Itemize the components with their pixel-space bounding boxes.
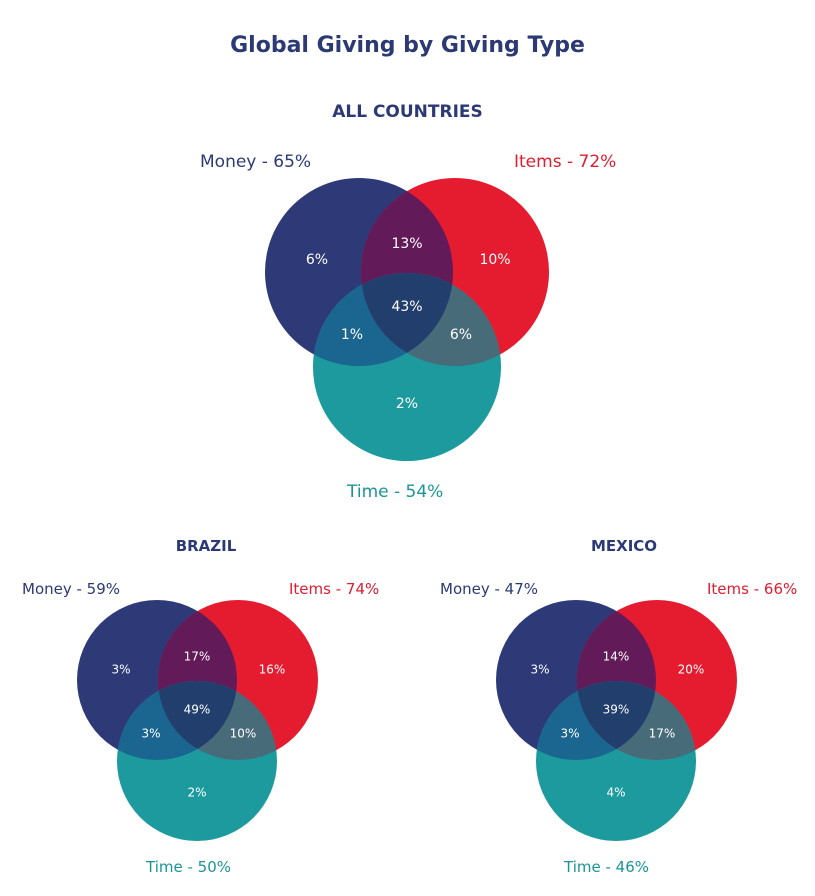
money-label-mexico: Money - 47% <box>440 580 539 598</box>
items-only-value: 20% <box>678 663 705 677</box>
venn-heading-all-countries: ALL COUNTRIES <box>332 102 483 122</box>
money-time-overlap <box>313 273 453 366</box>
chart-title: Global Giving by Giving Type <box>230 33 585 58</box>
money-time-value: 1% <box>341 327 363 343</box>
items-time-overlap <box>577 681 696 760</box>
time-only-value: 2% <box>396 396 418 412</box>
money-time-overlap <box>117 681 237 760</box>
time-label-brazil: Time - 50% <box>146 858 231 876</box>
items-label-mexico: Items - 66% <box>707 580 798 598</box>
money-items-value: 13% <box>391 236 422 252</box>
all-three-value: 39% <box>603 703 630 717</box>
money-items-value: 14% <box>603 650 630 664</box>
money-time-value: 3% <box>560 727 579 741</box>
items-label-all-countries: Items - 72% <box>514 152 617 172</box>
time-only-value: 4% <box>606 786 625 800</box>
time-only-value: 2% <box>187 786 206 800</box>
venn-heading-mexico: MEXICO <box>590 537 658 555</box>
items-time-value: 17% <box>649 727 676 741</box>
money-label-brazil: Money - 59% <box>22 580 121 598</box>
money-label-all-countries: Money - 65% <box>200 152 312 172</box>
money-only-value: 3% <box>111 663 130 677</box>
items-time-value: 6% <box>450 327 472 343</box>
items-label-brazil: Items - 74% <box>289 580 380 598</box>
venn-heading-brazil: BRAZIL <box>175 537 237 555</box>
money-time-overlap <box>536 681 656 760</box>
venn-brazil: 3% 16% 17% 49% 3% 10% 2% <box>77 600 318 841</box>
items-time-overlap <box>361 273 501 366</box>
all-three-value: 49% <box>184 703 211 717</box>
venn-mexico: 3% 20% 14% 39% 3% 17% 4% <box>496 600 737 841</box>
items-only-value: 16% <box>259 663 286 677</box>
money-only-value: 3% <box>530 663 549 677</box>
items-only-value: 10% <box>479 252 510 268</box>
items-time-overlap <box>158 681 277 760</box>
money-time-value: 3% <box>141 727 160 741</box>
time-label-mexico: Time - 46% <box>564 858 649 876</box>
all-three-value: 43% <box>391 299 422 315</box>
money-items-value: 17% <box>184 650 211 664</box>
items-time-value: 10% <box>230 727 257 741</box>
venn-all-countries: 6% 10% 13% 43% 1% 6% 2% <box>265 178 549 461</box>
time-label-all-countries: Time - 54% <box>347 482 444 502</box>
money-only-value: 6% <box>306 252 328 268</box>
